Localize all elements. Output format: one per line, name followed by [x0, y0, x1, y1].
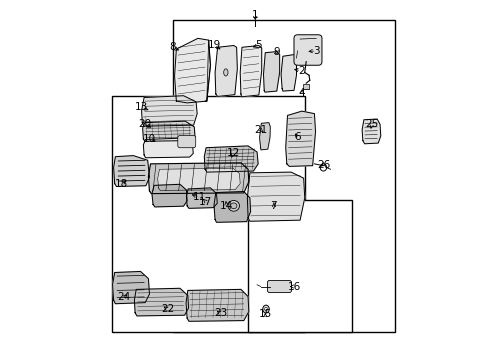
- Text: 15: 15: [258, 310, 271, 319]
- FancyBboxPatch shape: [267, 280, 291, 293]
- Text: 11: 11: [193, 192, 206, 202]
- Polygon shape: [204, 146, 258, 172]
- Text: 23: 23: [213, 309, 226, 318]
- Text: 10: 10: [142, 134, 156, 144]
- Text: 24: 24: [118, 292, 131, 302]
- Polygon shape: [259, 123, 270, 150]
- FancyBboxPatch shape: [178, 135, 195, 148]
- Text: 8: 8: [169, 42, 176, 52]
- Text: 18: 18: [115, 179, 128, 189]
- Text: 9: 9: [273, 47, 280, 57]
- Polygon shape: [148, 163, 248, 194]
- Text: 12: 12: [226, 148, 240, 158]
- Bar: [303, 84, 309, 89]
- Ellipse shape: [262, 305, 269, 313]
- Polygon shape: [143, 138, 193, 158]
- Text: 21: 21: [253, 125, 267, 135]
- Text: 20: 20: [138, 120, 151, 129]
- Polygon shape: [142, 96, 197, 126]
- Polygon shape: [185, 289, 248, 321]
- Bar: [112, 96, 305, 332]
- Polygon shape: [215, 45, 237, 96]
- Text: 4: 4: [298, 88, 305, 98]
- Text: 7: 7: [270, 201, 277, 211]
- Polygon shape: [214, 192, 250, 222]
- Polygon shape: [204, 40, 210, 101]
- Polygon shape: [186, 188, 217, 208]
- Polygon shape: [263, 51, 279, 92]
- Polygon shape: [112, 271, 149, 304]
- Text: 17: 17: [199, 197, 212, 207]
- Text: 25: 25: [365, 120, 378, 129]
- Polygon shape: [113, 156, 149, 186]
- Text: 22: 22: [161, 304, 174, 314]
- Polygon shape: [240, 45, 261, 97]
- Polygon shape: [281, 54, 296, 91]
- Ellipse shape: [230, 203, 237, 209]
- Ellipse shape: [264, 307, 267, 311]
- Ellipse shape: [227, 201, 239, 211]
- Text: 26: 26: [316, 159, 329, 170]
- Polygon shape: [158, 168, 240, 190]
- Polygon shape: [152, 184, 187, 207]
- Polygon shape: [142, 121, 195, 141]
- FancyBboxPatch shape: [293, 35, 321, 65]
- Text: 1: 1: [251, 10, 258, 20]
- Polygon shape: [247, 172, 304, 221]
- Text: 19: 19: [207, 40, 220, 50]
- Text: 3: 3: [312, 46, 319, 56]
- Bar: [247, 200, 351, 332]
- Text: 13: 13: [135, 102, 148, 112]
- Text: 2: 2: [297, 66, 304, 76]
- Polygon shape: [285, 111, 315, 166]
- Polygon shape: [134, 288, 188, 316]
- Ellipse shape: [223, 69, 227, 76]
- Text: 14: 14: [220, 201, 233, 211]
- Text: 6: 6: [294, 132, 300, 142]
- Text: 5: 5: [255, 40, 262, 50]
- Bar: [172, 21, 394, 332]
- Polygon shape: [362, 119, 380, 144]
- Polygon shape: [174, 39, 210, 103]
- Text: 16: 16: [287, 282, 300, 292]
